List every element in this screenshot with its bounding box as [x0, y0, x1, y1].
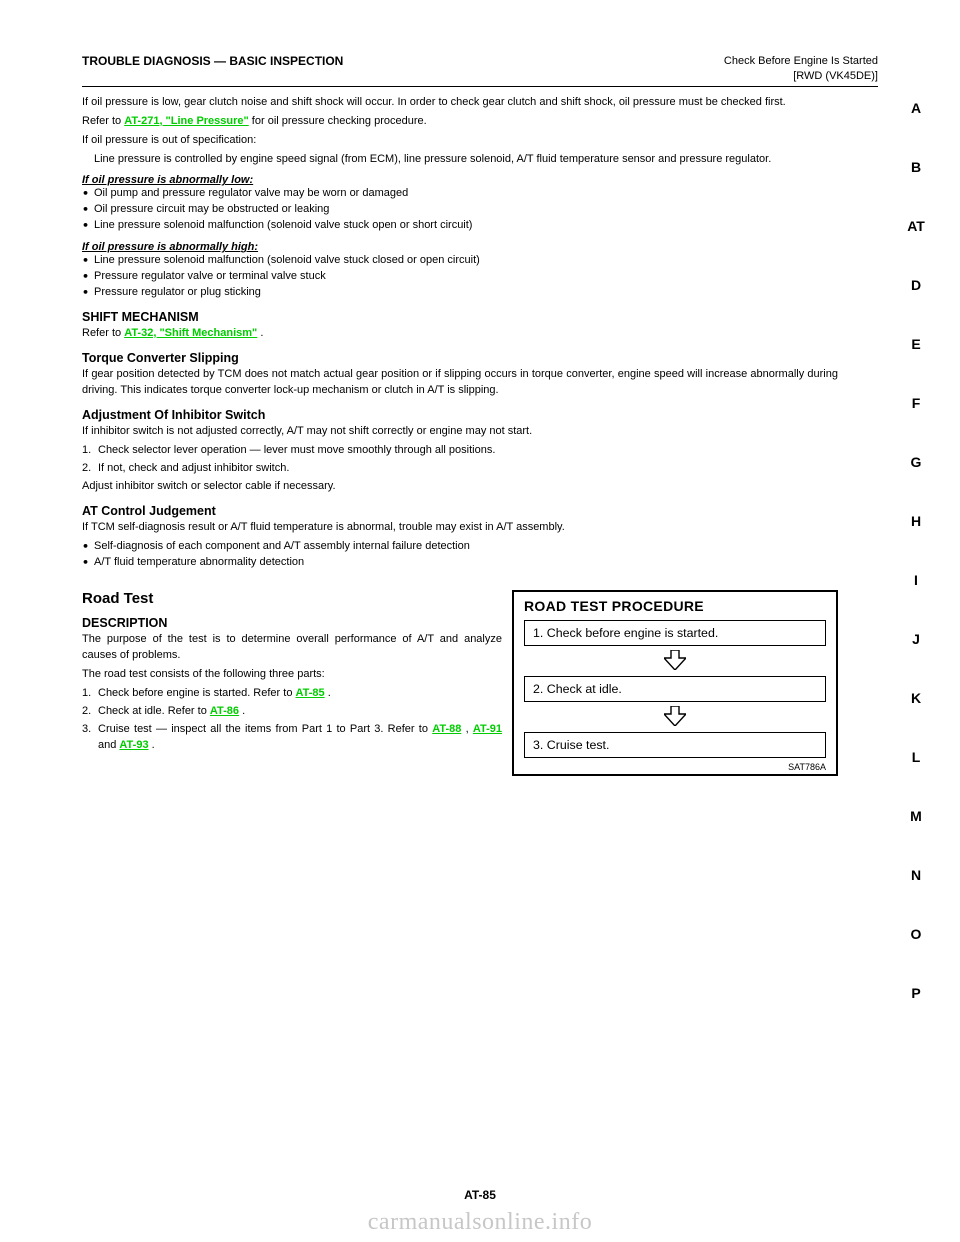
rt-box-code: SAT786A	[524, 762, 826, 772]
tab-l[interactable]: L	[902, 749, 930, 765]
para-inhib-2: Adjust inhibitor switch or selector cabl…	[82, 479, 838, 495]
para-line-pressure-sub: Line pressure is controlled by engine sp…	[82, 152, 838, 168]
control-bullets: Self-diagnosis of each component and A/T…	[82, 539, 838, 571]
rt-step-1: 1. Check before engine is started. Refer …	[82, 686, 502, 702]
tab-n[interactable]: N	[902, 867, 930, 883]
num: 2.	[82, 461, 91, 477]
list-item: A/T fluid temperature abnormality detect…	[82, 555, 838, 571]
heading-torque: Torque Converter Slipping	[82, 351, 838, 365]
para-rt-2: The road test consists of the following …	[82, 667, 502, 683]
list-item: Line pressure solenoid malfunction (sole…	[82, 218, 838, 234]
content: If oil pressure is low, gear clutch nois…	[82, 95, 878, 777]
road-test-text: Road Test DESCRIPTION The purpose of the…	[82, 590, 502, 756]
low-bullets: Oil pump and pressure regulator valve ma…	[82, 186, 838, 234]
text: Cruise test — inspect all the items from…	[98, 723, 432, 735]
header-rule	[82, 86, 878, 87]
link-at-88[interactable]: AT-88	[432, 723, 461, 735]
list-item: Pressure regulator or plug sticking	[82, 285, 838, 301]
text: If not, check and adjust inhibitor switc…	[98, 462, 289, 474]
tab-k[interactable]: K	[902, 690, 930, 706]
para-line-pressure-1: If oil pressure is low, gear clutch nois…	[82, 95, 838, 111]
road-test-procedure-box: ROAD TEST PROCEDURE 1. Check before engi…	[512, 590, 838, 776]
link-at-86[interactable]: AT-86	[210, 705, 239, 717]
page-number: AT-85	[0, 1188, 960, 1202]
inhib-step-2: 2. If not, check and adjust inhibitor swi…	[82, 461, 838, 477]
header-right-line2: [RWD (VK45DE)]	[724, 69, 878, 84]
list-item: Oil pump and pressure regulator valve ma…	[82, 186, 838, 202]
tab-at[interactable]: AT	[902, 218, 930, 234]
tab-f[interactable]: F	[902, 395, 930, 411]
para-rt-1: The purpose of the test is to determine …	[82, 632, 502, 664]
num: 3.	[82, 722, 91, 738]
link-at-271[interactable]: AT-271, "Line Pressure"	[124, 115, 249, 127]
text: Check at idle. Refer to	[98, 705, 210, 717]
heading-low: If oil pressure is abnormally low:	[82, 174, 838, 186]
arrow-down-icon	[524, 650, 826, 672]
text: Refer to	[82, 327, 124, 339]
watermark: carmanualsonline.info	[0, 1209, 960, 1236]
heading-road-test: Road Test	[82, 590, 502, 607]
heading-high: If oil pressure is abnormally high:	[82, 241, 838, 253]
para-control-1: If TCM self-diagnosis result or A/T flui…	[82, 520, 838, 536]
para-torque: If gear position detected by TCM does no…	[82, 367, 838, 399]
list-item: Self-diagnosis of each component and A/T…	[82, 539, 838, 555]
footer: AT-85	[0, 1188, 960, 1202]
tab-m[interactable]: M	[902, 808, 930, 824]
text: .	[149, 739, 155, 751]
high-bullets: Line pressure solenoid malfunction (sole…	[82, 253, 838, 301]
text: Check selector lever operation — lever m…	[98, 444, 495, 456]
para-inhib-1: If inhibitor switch is not adjusted corr…	[82, 424, 838, 440]
rt-box-step-3: 3. Cruise test.	[524, 732, 826, 758]
inhib-step-1: 1. Check selector lever operation — lever…	[82, 443, 838, 459]
rt-box-step-1: 1. Check before engine is started.	[524, 620, 826, 646]
link-at-93[interactable]: AT-93	[119, 739, 148, 751]
heading-control: AT Control Judgement	[82, 504, 838, 518]
num: 1.	[82, 443, 91, 459]
rt-box-step-2: 2. Check at idle.	[524, 676, 826, 702]
para-shift-mech: Refer to AT-32, "Shift Mechanism" .	[82, 326, 838, 342]
tab-h[interactable]: H	[902, 513, 930, 529]
text: for oil pressure checking procedure.	[249, 115, 427, 127]
rt-step-2: 2. Check at idle. Refer to AT-86 .	[82, 704, 502, 720]
text: .	[239, 705, 245, 717]
text: Check before engine is started. Refer to	[98, 687, 296, 699]
tab-o[interactable]: O	[902, 926, 930, 942]
text: .	[325, 687, 331, 699]
header-right-line1: Check Before Engine Is Started	[724, 54, 878, 69]
list-item: Oil pressure circuit may be obstructed o…	[82, 202, 838, 218]
header-right: Check Before Engine Is Started [RWD (VK4…	[724, 54, 878, 84]
text: and	[98, 739, 119, 751]
para-line-pressure-3: If oil pressure is out of specification:	[82, 133, 838, 149]
arrow-down-icon	[524, 706, 826, 728]
link-at-91[interactable]: AT-91	[473, 723, 502, 735]
list-item: Pressure regulator valve or terminal val…	[82, 269, 838, 285]
text: .	[257, 327, 263, 339]
side-tabs: A B AT D E F G H I J K L M N O P	[902, 100, 930, 1001]
tab-g[interactable]: G	[902, 454, 930, 470]
num: 1.	[82, 686, 91, 702]
tab-j[interactable]: J	[902, 631, 930, 647]
heading-shift-mech: SHIFT MECHANISM	[82, 310, 838, 324]
heading-inhib: Adjustment Of Inhibitor Switch	[82, 408, 838, 422]
tab-d[interactable]: D	[902, 277, 930, 293]
tab-p[interactable]: P	[902, 985, 930, 1001]
link-at-85[interactable]: AT-85	[296, 687, 325, 699]
link-at-32[interactable]: AT-32, "Shift Mechanism"	[124, 327, 257, 339]
para-line-pressure-2: Refer to AT-271, "Line Pressure" for oil…	[82, 114, 838, 130]
rt-step-3: 3. Cruise test — inspect all the items fr…	[82, 722, 502, 754]
header-left: TROUBLE DIAGNOSIS — BASIC INSPECTION	[82, 54, 343, 68]
num: 2.	[82, 704, 91, 720]
rt-box-title: ROAD TEST PROCEDURE	[524, 598, 826, 614]
list-item: Line pressure solenoid malfunction (sole…	[82, 253, 838, 269]
text: ,	[461, 723, 473, 735]
tab-a[interactable]: A	[902, 100, 930, 116]
heading-description: DESCRIPTION	[82, 616, 502, 630]
text: Refer to	[82, 115, 124, 127]
tab-e[interactable]: E	[902, 336, 930, 352]
tab-b[interactable]: B	[902, 159, 930, 175]
tab-i[interactable]: I	[902, 572, 930, 588]
